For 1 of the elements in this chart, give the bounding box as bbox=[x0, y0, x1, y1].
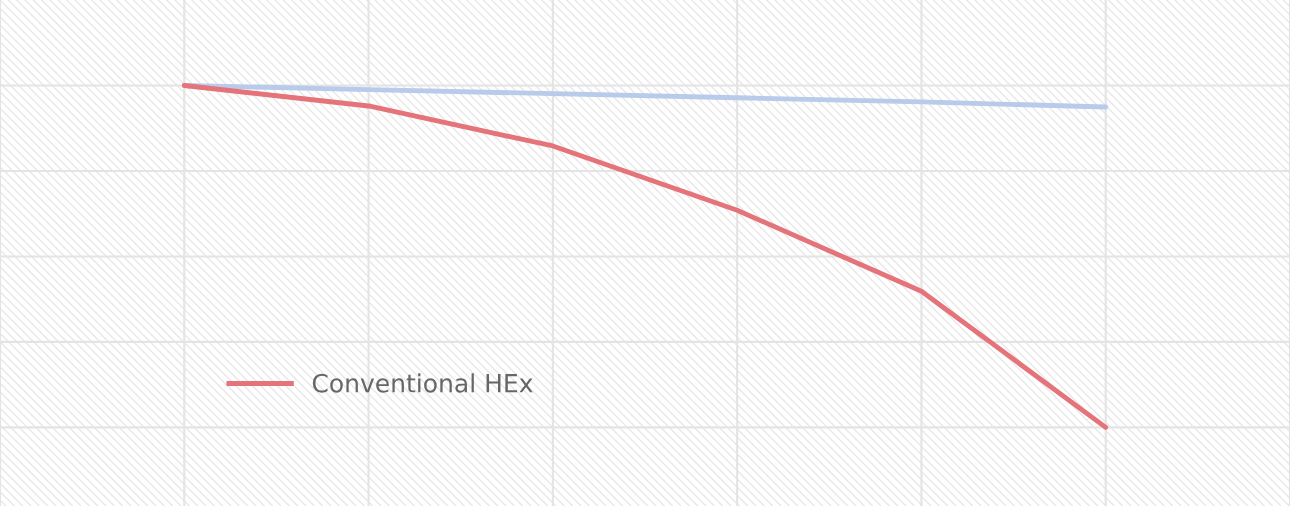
legend-label: Conventional HEx bbox=[312, 373, 533, 393]
